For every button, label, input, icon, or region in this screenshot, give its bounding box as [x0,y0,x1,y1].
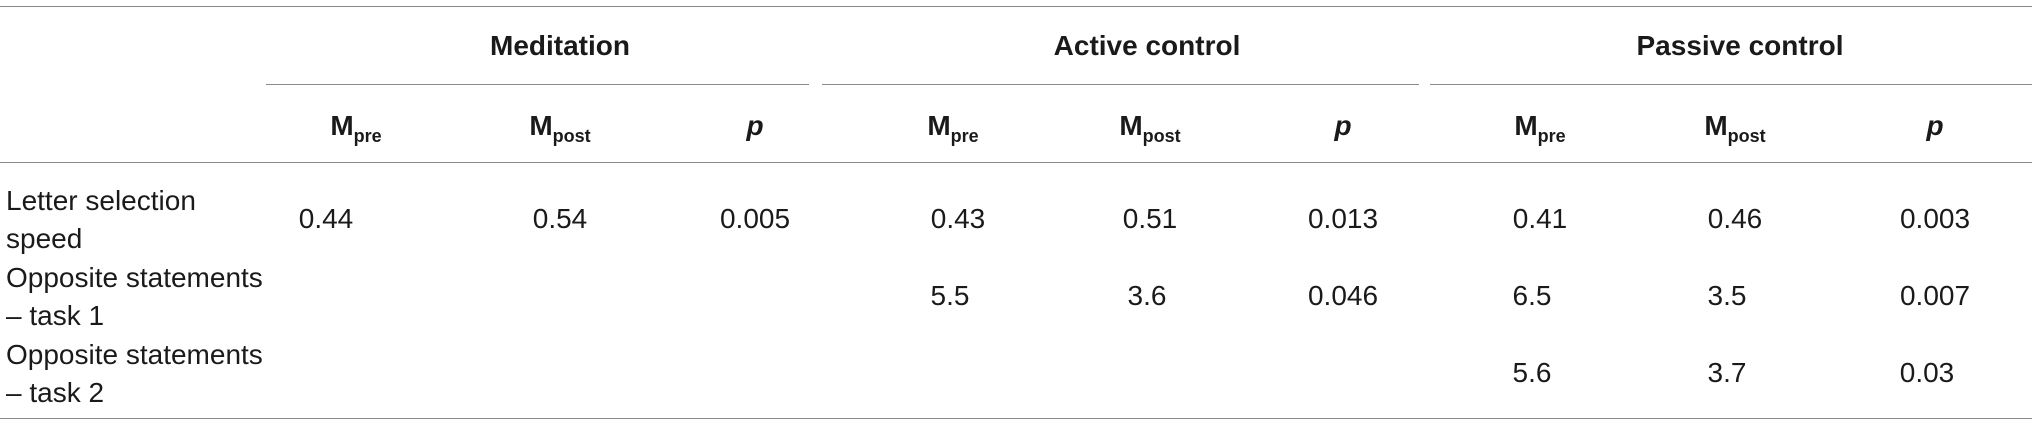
table-cell: 0.005 [719,203,791,234]
subheader-m-pre: Mpre [927,110,979,146]
table-cell: 0.41 [1512,203,1568,234]
table-cell: 0.54 [532,203,588,234]
row-label-opposite-statements-task-2: Opposite statements – task 2 [6,339,263,408]
group-underline-meditation [266,84,809,85]
table-cell: 0.03 [1899,357,1955,388]
group-header-active-control: Active control [1053,30,1241,61]
row-label-letter-selection-speed: Letter selection speed [6,185,196,254]
group-underline-active [822,84,1419,85]
subheader-m-pre: Mpre [1514,110,1566,146]
table-cell: 5.6 [1512,357,1552,388]
header-bottom-rule [0,162,2032,163]
table-cell: 0.046 [1307,280,1379,311]
table-cell: 0.51 [1122,203,1178,234]
group-header-meditation: Meditation [490,30,630,61]
table-cell: 5.5 [930,280,970,311]
table-cell: 0.46 [1707,203,1763,234]
subheader-m-post: Mpost [1119,110,1181,146]
group-header-passive-control: Passive control [1636,30,1844,61]
table-cell: 0.007 [1899,280,1971,311]
table-cell: 0.44 [298,203,354,234]
table-cell: 0.43 [930,203,986,234]
table-cell: 3.7 [1707,357,1747,388]
subheader-p: p [1926,110,1944,141]
subheader-m-post: Mpost [529,110,591,146]
subheader-p: p [746,110,764,141]
row-label-opposite-statements-task-1: Opposite statements – task 1 [6,262,263,331]
bottom-rule [0,418,2032,419]
top-rule [0,6,2032,7]
table-cell: 0.003 [1899,203,1971,234]
subheader-m-pre: Mpre [330,110,382,146]
table-cell: 3.5 [1707,280,1747,311]
subheader-p: p [1334,110,1352,141]
group-underline-passive [1430,84,2032,85]
subheader-m-post: Mpost [1704,110,1766,146]
table-cell: 0.013 [1307,203,1379,234]
table-cell: 6.5 [1512,280,1552,311]
table-cell: 3.6 [1127,280,1167,311]
